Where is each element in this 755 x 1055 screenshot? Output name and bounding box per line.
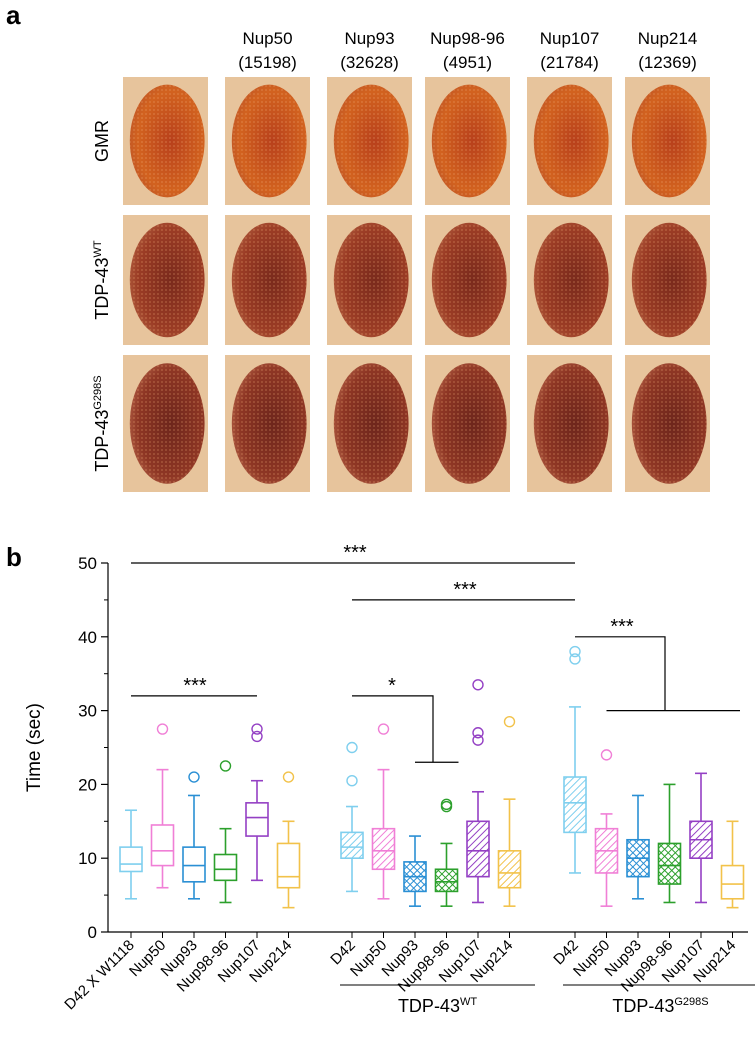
outlier — [503, 715, 516, 728]
significance-bracket — [575, 636, 666, 711]
outlier — [251, 730, 263, 743]
eye-photo — [225, 355, 310, 492]
outlier — [282, 771, 295, 783]
outlier — [346, 741, 358, 754]
row-label: TDP-43G298S — [92, 375, 112, 471]
column-stock: (21784) — [540, 53, 599, 72]
column-header: Nup98-96 — [430, 29, 505, 48]
outlier — [346, 775, 358, 787]
group-label: TDP-43WT — [398, 996, 477, 1016]
eye-photo — [625, 355, 710, 492]
row-label-sup: G298S — [92, 375, 104, 409]
outlier — [472, 727, 484, 739]
row-label-text: TDP-43 — [92, 258, 112, 320]
significance-label: * — [388, 675, 396, 697]
outlier — [600, 749, 613, 761]
column-stock: (32628) — [340, 53, 399, 72]
y-tick-label: 0 — [88, 923, 97, 942]
outlier — [569, 653, 581, 665]
y-axis-label: Time (sec) — [24, 703, 45, 792]
row-label: GMR — [92, 120, 112, 162]
eye-photo — [625, 215, 710, 345]
eye-photo — [327, 77, 412, 205]
significance-label: *** — [343, 542, 367, 564]
eye-photo — [123, 77, 208, 205]
panel-label: b — [6, 542, 22, 572]
significance-bracket — [352, 695, 434, 763]
group-label-text: TDP-43 — [612, 996, 674, 1016]
eye-photo — [527, 77, 612, 205]
group-label-text: TDP-43 — [398, 996, 460, 1016]
y-tick-label: 20 — [78, 775, 97, 794]
eye-photo — [123, 215, 208, 345]
box — [434, 868, 459, 893]
column-header: Nup214 — [638, 29, 698, 48]
box — [340, 831, 364, 859]
outlier — [440, 798, 453, 811]
column-header: Nup107 — [540, 29, 600, 48]
box — [720, 864, 745, 900]
box — [497, 850, 522, 889]
eye-photo — [225, 215, 310, 345]
significance-label: *** — [453, 579, 477, 601]
eye-photo — [225, 77, 310, 205]
y-tick-label: 30 — [78, 702, 97, 721]
group-label-sup: G298S — [674, 996, 708, 1008]
box — [371, 827, 396, 871]
row-label: TDP-43WT — [92, 240, 112, 319]
panel-label: a — [6, 0, 21, 30]
eye-photo — [527, 355, 612, 492]
box — [182, 846, 206, 883]
group-label-sup: WT — [460, 996, 477, 1008]
box — [657, 842, 682, 885]
eye-photo — [527, 215, 612, 345]
box — [245, 802, 269, 837]
box — [119, 846, 143, 873]
box — [213, 853, 238, 882]
outlier — [440, 800, 453, 813]
eye-photo — [425, 215, 510, 345]
column-stock: (15198) — [238, 53, 297, 72]
outlier — [472, 679, 484, 691]
eye-photo — [625, 77, 710, 205]
eye-photo — [123, 355, 208, 492]
outlier — [569, 645, 581, 658]
outlier — [472, 734, 484, 746]
outlier — [219, 760, 232, 772]
box — [563, 776, 587, 834]
row-label-sup: WT — [92, 240, 104, 257]
column-header: Nup50 — [242, 29, 292, 48]
outlier — [251, 723, 263, 735]
box — [466, 820, 490, 878]
column-header: Nup93 — [344, 29, 394, 48]
significance-label: *** — [183, 675, 207, 697]
column-stock: (12369) — [638, 53, 697, 72]
y-tick-label: 10 — [78, 849, 97, 868]
row-label-text: TDP-43 — [92, 410, 112, 472]
box — [276, 842, 301, 889]
column-stock: (4951) — [443, 53, 492, 72]
eye-photo — [327, 215, 412, 345]
group-label: TDP-43G298S — [612, 996, 708, 1016]
outlier — [156, 723, 169, 735]
outlier — [377, 723, 390, 735]
outlier — [188, 771, 200, 783]
y-tick-label: 40 — [78, 628, 97, 647]
y-tick-label: 50 — [78, 554, 97, 573]
box — [150, 824, 175, 867]
significance-label: *** — [610, 616, 634, 638]
eye-photo — [327, 355, 412, 492]
x-tick-label: D42 X W1118 — [61, 937, 137, 1013]
row-label-text: GMR — [92, 120, 112, 162]
eye-photo — [425, 77, 510, 205]
eye-photo — [425, 355, 510, 492]
